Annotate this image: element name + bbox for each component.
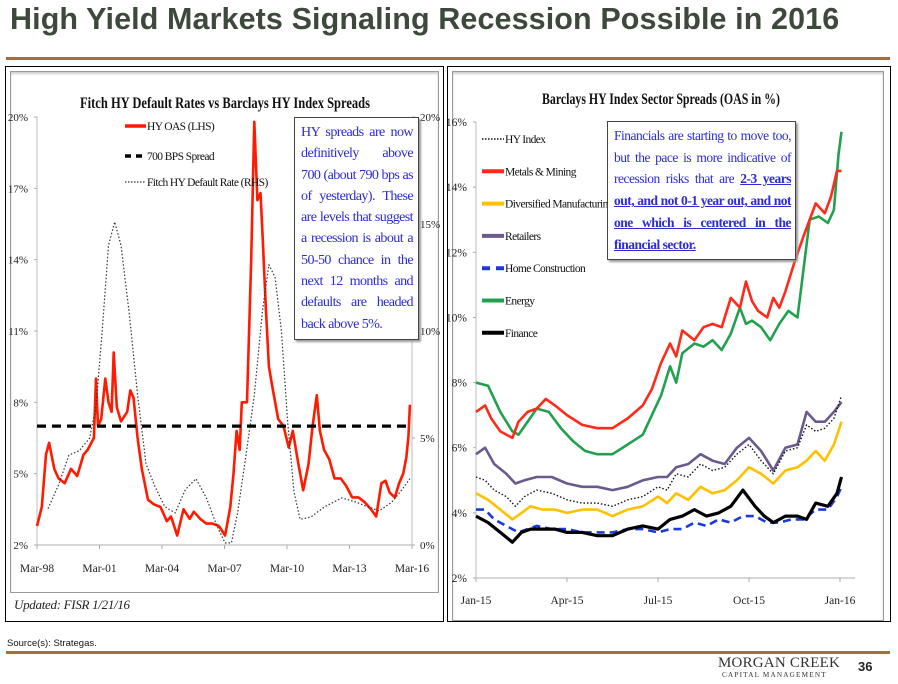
- x-tick-label: Apr-15: [551, 595, 584, 607]
- left-y-tick-label: 20%: [8, 112, 28, 124]
- x-tick-label: Oct-15: [733, 595, 765, 607]
- y-tick-label: 2%: [452, 573, 468, 585]
- y-tick-label: 10%: [446, 312, 468, 324]
- right-y-tick-label: 5%: [420, 433, 435, 445]
- company-logo-subtitle: CAPITAL MANAGEMENT: [722, 671, 827, 679]
- y-tick-label: 6%: [452, 443, 468, 455]
- x-tick-label: Mar-16: [395, 563, 430, 575]
- y-tick-label: 14%: [446, 182, 468, 194]
- series-retailers: [475, 401, 843, 492]
- right-chart-annotation: Financials are starting to move too, but…: [607, 121, 796, 261]
- left-chart-annotation: HY spreads are now definitively above 70…: [294, 117, 419, 340]
- left-y-tick-label: 14%: [8, 255, 28, 267]
- page-number: 36: [858, 659, 873, 674]
- x-tick-label: Mar-98: [20, 563, 55, 575]
- updated-note: Updated: FISR 1/21/16: [14, 597, 130, 612]
- left-y-tick-label: 17%: [8, 183, 28, 195]
- x-tick-label: Jul-15: [644, 595, 673, 607]
- left-y-tick-label: 8%: [13, 397, 28, 409]
- right-y-tick-label: 0%: [420, 540, 435, 552]
- series-finance: [475, 476, 844, 544]
- legend-label-fitch-hy-default-rate-rhs: Fitch HY Default Rate (RHS): [147, 177, 268, 189]
- source-note: Source(s): Strategas.: [7, 638, 97, 649]
- x-tick-label: Mar-10: [270, 563, 305, 575]
- legend-label-hy-index: HY Index: [505, 134, 546, 146]
- legend-label-diversified-manufacturing: Diversified Manufacturing: [505, 199, 614, 211]
- left-chart-title: Fitch HY Default Rates vs Barclays HY In…: [80, 95, 370, 112]
- footer-divider: [6, 651, 890, 654]
- right-chart-frame: [452, 71, 884, 621]
- title-divider: [6, 57, 890, 60]
- right-chart-title: Barclays HY Index Sector Spreads (OAS in…: [542, 91, 780, 108]
- series-energy: [475, 131, 843, 456]
- left-y-tick-label: 5%: [13, 469, 28, 481]
- right-y-tick-label: 15%: [420, 219, 440, 231]
- y-tick-label: 8%: [452, 378, 468, 390]
- slide-title: High Yield Markets Signaling Recession P…: [10, 2, 840, 36]
- y-tick-label: 4%: [452, 508, 468, 520]
- legend-label-energy: Energy: [505, 296, 535, 308]
- right-annotation-underlined: 2-3 years out, and not 0-1 year out, and…: [614, 171, 792, 252]
- x-tick-label: Jan-16: [825, 595, 856, 607]
- y-tick-label: 12%: [446, 247, 468, 259]
- right-annotation-plain: Financials are starting to move too, but…: [614, 128, 792, 187]
- series-hy-oas-lhs: [35, 120, 412, 537]
- series-diversified-manufacturing: [475, 421, 843, 521]
- series-metals-mining: [475, 169, 842, 440]
- x-tick-label: Mar-04: [145, 563, 180, 575]
- y-tick-label: 16%: [446, 117, 468, 129]
- left-chart-frame: [10, 71, 439, 593]
- x-tick-label: Mar-07: [207, 563, 242, 575]
- x-tick-label: Mar-13: [332, 563, 367, 575]
- series-hy-index: [475, 395, 843, 507]
- series-fitch-hy-default-rate-rhs: [47, 221, 411, 544]
- right-y-tick-label: 10%: [420, 326, 440, 338]
- company-logo-name: MORGAN CREEK: [718, 655, 840, 671]
- legend-label-home-construction: Home Construction: [505, 263, 586, 275]
- left-y-tick-label: 11%: [8, 326, 28, 338]
- x-tick-label: Jan-15: [461, 595, 492, 607]
- legend-label-hy-oas-lhs: HY OAS (LHS): [147, 121, 215, 133]
- legend-label-finance: Finance: [505, 328, 538, 340]
- right-y-tick-label: 20%: [420, 112, 440, 124]
- legend-label-retailers: Retailers: [505, 231, 542, 243]
- left-y-tick-label: 2%: [13, 540, 28, 552]
- x-tick-label: Mar-01: [82, 563, 117, 575]
- legend-label-metals-mining: Metals & Mining: [505, 166, 577, 178]
- legend-label-700-bps-spread: 700 BPS Spread: [147, 151, 215, 163]
